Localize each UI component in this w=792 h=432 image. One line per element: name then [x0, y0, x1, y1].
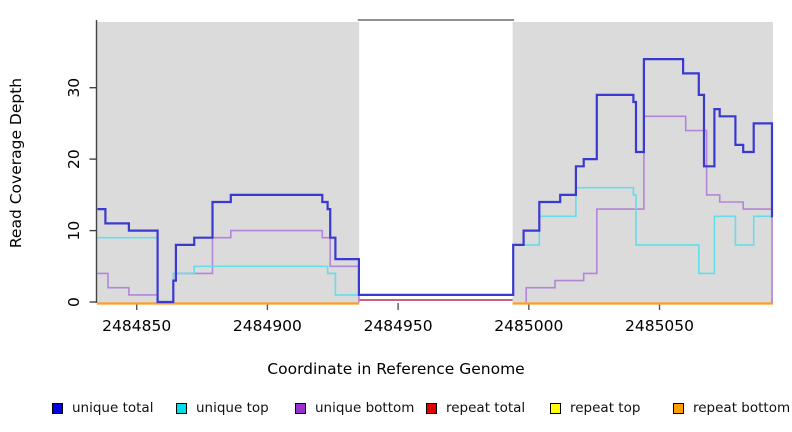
- legend-swatch-icon: [176, 402, 187, 414]
- legend-item-repeat-total: repeat total: [426, 398, 525, 418]
- legend-label: unique total: [72, 400, 154, 416]
- legend-swatch-icon: [52, 402, 63, 414]
- series-unique-total: [97, 58, 774, 304]
- y-tick-label: 20: [65, 149, 83, 169]
- legend-item-unique-total: unique total: [52, 398, 153, 418]
- shaded-region: [97, 22, 360, 303]
- x-tick-label: 2484950: [364, 317, 433, 335]
- x-axis-label: Coordinate in Reference Genome: [267, 360, 525, 378]
- series-unique-top: [97, 186, 773, 303]
- legend-label: unique bottom: [315, 400, 415, 416]
- legend-item-repeat-bottom: repeat bottom: [673, 398, 790, 418]
- x-tick-label: 2485050: [625, 317, 694, 335]
- x-tick-label: 2484850: [102, 317, 171, 335]
- legend-swatch-icon: [550, 402, 561, 414]
- y-tick-label: 0: [65, 297, 83, 307]
- x-tick-label: 2485000: [494, 317, 563, 335]
- legend-swatch-icon: [426, 402, 437, 414]
- legend-label: repeat total: [446, 400, 526, 416]
- legend-label: unique top: [196, 400, 269, 416]
- y-tick-label: 30: [65, 78, 83, 98]
- y-tick-label: 10: [65, 221, 83, 241]
- legend-swatch-icon: [295, 402, 306, 414]
- series-unique-bottom: [97, 115, 773, 303]
- legend-item-unique-top: unique top: [176, 398, 269, 418]
- x-tick-label: 2484900: [233, 317, 302, 335]
- legend-label: repeat bottom: [693, 400, 791, 416]
- shaded-region: [512, 22, 773, 303]
- legend-swatch-icon: [673, 402, 684, 414]
- legend-item-unique-bottom: unique bottom: [295, 398, 414, 418]
- y-axis-label: Read Coverage Depth: [7, 77, 25, 249]
- legend-item-repeat-top: repeat top: [550, 398, 640, 418]
- legend: unique total unique top unique bottom repea…: [0, 398, 792, 424]
- legend-label: repeat top: [570, 400, 641, 416]
